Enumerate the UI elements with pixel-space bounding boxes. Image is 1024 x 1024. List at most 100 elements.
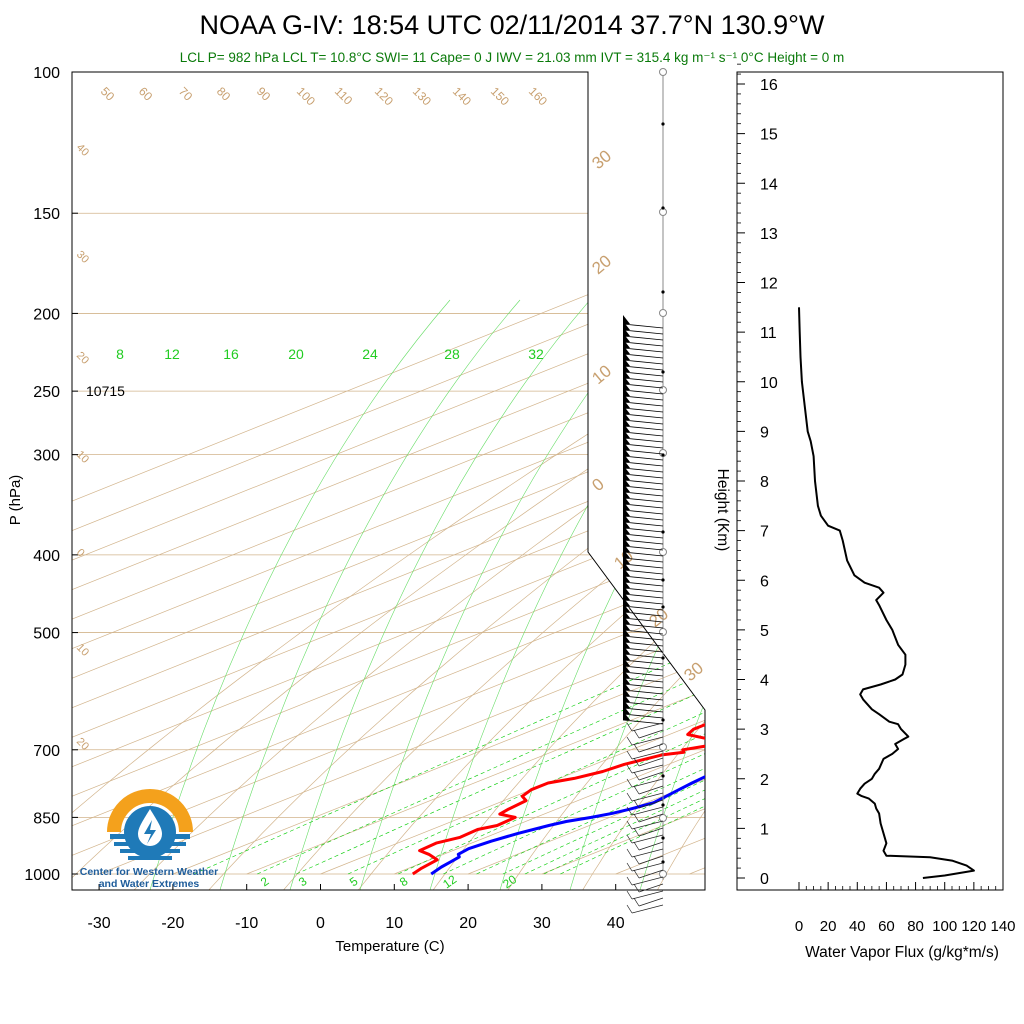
wind-barb — [638, 897, 664, 907]
mixing-ratio-label: 8 — [397, 874, 411, 889]
wind-barbs — [622, 68, 667, 914]
wind-barb — [622, 473, 664, 479]
flux-y-tick-label: 8 — [760, 474, 769, 491]
flux-x-tick-label: 40 — [849, 918, 866, 935]
isotherm-label: 130 — [410, 84, 434, 108]
y-tick-label: 850 — [33, 810, 60, 827]
isotherm-label: 60 — [136, 84, 156, 104]
height-label: 10715 — [86, 383, 125, 399]
isotherm-line — [172, 72, 705, 875]
wind-barb — [622, 683, 664, 689]
wind-barb — [622, 389, 664, 395]
mixing-ratio-line — [193, 554, 705, 875]
skewt-labels: 50 60 70 80 90 100 110 120 130 140 150 160403020100… — [74, 84, 707, 891]
wind-barb — [638, 827, 664, 837]
wind-barb-feather — [626, 834, 633, 844]
wind-barb-flag — [623, 693, 630, 702]
wind-barb-flag — [623, 435, 630, 444]
wind-barb-flag — [623, 453, 630, 462]
wind-barb-flag — [623, 609, 630, 618]
wind-barb — [622, 371, 664, 377]
skewt-frame: -30 -20 -10 0 10 20 30 401001502002503004005007… — [24, 65, 706, 932]
wind-barb-flag — [623, 423, 630, 432]
wind-barb — [622, 707, 664, 713]
isotherm-line — [689, 72, 705, 875]
wind-barb-flag — [623, 591, 630, 600]
x-tick-label: 0 — [316, 915, 325, 932]
wind-barb — [622, 617, 664, 623]
wind-dot — [661, 290, 665, 294]
wind-barb — [638, 799, 664, 809]
wind-barb-flag — [623, 363, 630, 372]
wind-barb-flag — [623, 561, 630, 570]
isotherm-line — [72, 72, 705, 875]
wind-barb-flag — [623, 501, 630, 510]
wind-barb-flag — [623, 621, 630, 630]
wind-barb-flag — [623, 369, 630, 378]
chart-subtitle: LCL P= 982 hPa LCL T= 10.8°C SWI= 11 Cap… — [179, 50, 845, 65]
isotherm-line — [541, 72, 705, 875]
flux-y-tick-label: 0 — [760, 871, 769, 888]
x-tick-label: 40 — [607, 915, 625, 932]
wind-barb-flag — [623, 507, 630, 516]
wind-barb — [638, 813, 664, 823]
wind-barb-feather — [626, 764, 633, 774]
logo-line-1: Center for Western Weather — [79, 866, 219, 878]
wind-barb — [622, 665, 664, 671]
isotherm-label: 70 — [176, 84, 196, 104]
wind-barb-flag — [623, 405, 630, 414]
wind-barb — [622, 587, 664, 593]
wind-barb-flag — [623, 567, 630, 576]
wind-barb-feather — [626, 736, 633, 746]
x-tick-label: 10 — [385, 915, 403, 932]
wind-barb — [622, 533, 664, 539]
wind-barb-flag — [623, 537, 630, 546]
y-tick-label: 1000 — [24, 867, 60, 884]
wind-barb — [631, 834, 664, 844]
wind-barb-flag — [623, 477, 630, 486]
flux-y-tick-label: 2 — [760, 772, 769, 789]
wind-barb-flag — [623, 633, 630, 642]
wind-barb — [622, 491, 664, 497]
wind-barb — [638, 771, 664, 781]
wind-barb-feather — [626, 862, 633, 872]
wind-barb-feather — [626, 806, 633, 816]
wind-dot — [661, 860, 665, 864]
wind-barb — [638, 841, 664, 851]
flux-y-tick-label: 10 — [760, 375, 778, 392]
wind-barb-flag — [623, 465, 630, 474]
wind-barb — [622, 719, 664, 725]
wind-barb — [622, 647, 664, 653]
wind-dot — [661, 774, 665, 778]
wind-barb — [622, 551, 664, 557]
wind-barb — [631, 806, 664, 816]
wind-barb — [631, 764, 664, 774]
mixing-ratio-label: 28 — [444, 346, 460, 362]
wind-barb — [631, 778, 664, 788]
wind-barb-feather — [633, 799, 640, 809]
wind-barb-flag — [623, 645, 630, 654]
wind-barb-feather — [633, 855, 640, 865]
flux-y-tick-label: 5 — [760, 623, 769, 640]
wind-barb-flag — [623, 339, 630, 348]
flux-y-tick-label: 11 — [760, 325, 777, 342]
cw3e-logo-icon — [107, 789, 193, 860]
isotherm-label: 50 — [98, 84, 118, 104]
wind-barb-flag — [623, 627, 630, 636]
wind-barb — [622, 605, 664, 611]
y-tick-label: 200 — [33, 306, 60, 323]
x-tick-label: -30 — [88, 915, 111, 932]
cw3e-logo — [70, 784, 230, 894]
wind-dot — [661, 122, 665, 126]
y-tick-label: 700 — [33, 743, 60, 760]
wind-barb-feather — [633, 757, 640, 767]
flux-y-tick-label: 1 — [760, 821, 769, 838]
wind-barb — [638, 855, 664, 865]
wind-barb-feather — [633, 813, 640, 823]
wind-barb-flag — [623, 387, 630, 396]
left-isotherm-label: 20 — [74, 350, 91, 367]
wind-barb — [622, 593, 664, 599]
isotherm-label: 150 — [488, 84, 512, 108]
skewt-xlabel: Temperature (C) — [335, 938, 444, 955]
